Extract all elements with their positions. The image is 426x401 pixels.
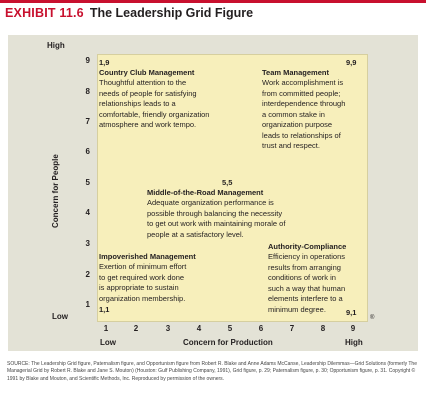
x-tick-3: 3 — [165, 324, 171, 333]
middle-road-title: Middle-of-the-Road Management — [147, 188, 264, 197]
y-tick-8: 8 — [85, 87, 90, 96]
authority-compliance-title: Authority-Compliance — [268, 242, 347, 251]
header-rule — [0, 0, 426, 3]
registered-trademark-mark: ® — [370, 315, 375, 321]
team-title: Team Management — [262, 68, 329, 77]
team-coordinate: 9,9 — [346, 58, 357, 67]
x-tick-5: 5 — [227, 324, 233, 333]
x-tick-6: 6 — [258, 324, 264, 333]
x-axis-title: Concern for Production — [183, 338, 273, 347]
impoverished-description: Exertion of minimum effort to get requir… — [99, 262, 187, 303]
exhibit-title: The Leadership Grid Figure — [89, 6, 254, 20]
y-tick-2: 2 — [85, 270, 90, 279]
y-tick-3: 3 — [85, 239, 90, 248]
country-club-title: Country Club Management — [99, 68, 195, 77]
x-tick-4: 4 — [196, 324, 202, 333]
y-axis-low-label: Low — [52, 312, 68, 321]
y-tick-5: 5 — [85, 178, 90, 187]
y-axis-title: Concern for People — [51, 154, 60, 228]
impoverished-coordinate: 1,1 — [99, 305, 110, 314]
y-tick-1: 1 — [85, 300, 90, 309]
exhibit-number: EXHIBIT 11.6 — [5, 6, 84, 20]
x-tick-7: 7 — [289, 324, 295, 333]
y-tick-7: 7 — [85, 117, 90, 126]
source-note: SOURCE: The Leadership Grid figure, Pate… — [7, 361, 417, 382]
x-axis-low-label: Low — [100, 338, 116, 347]
exhibit-header: EXHIBIT 11.6 The Leadership Grid Figure — [5, 6, 253, 20]
country-club-coordinate: 1,9 — [99, 58, 110, 67]
authority-compliance-description: Efficiency in operations results from ar… — [268, 252, 346, 314]
middle-road-coordinate: 5,5 — [222, 178, 233, 187]
authority-compliance-coordinate: 9,1 — [346, 308, 357, 317]
team-description: Work accomplishment is from committed pe… — [262, 78, 346, 150]
x-tick-1: 1 — [103, 324, 109, 333]
middle-road-description: Adequate organization performance is pos… — [147, 198, 286, 239]
country-club-description: Thoughtful attention to the needs of peo… — [99, 78, 210, 129]
y-tick-4: 4 — [85, 208, 90, 217]
leadership-grid — [97, 54, 368, 322]
x-tick-2: 2 — [133, 324, 139, 333]
x-tick-9: 9 — [350, 324, 356, 333]
impoverished-title: Impoverished Management — [99, 252, 196, 261]
y-tick-6: 6 — [85, 147, 90, 156]
y-axis-high-label: High — [47, 41, 65, 50]
x-axis-high-label: High — [345, 338, 363, 347]
y-tick-9: 9 — [85, 56, 90, 65]
x-tick-8: 8 — [320, 324, 326, 333]
